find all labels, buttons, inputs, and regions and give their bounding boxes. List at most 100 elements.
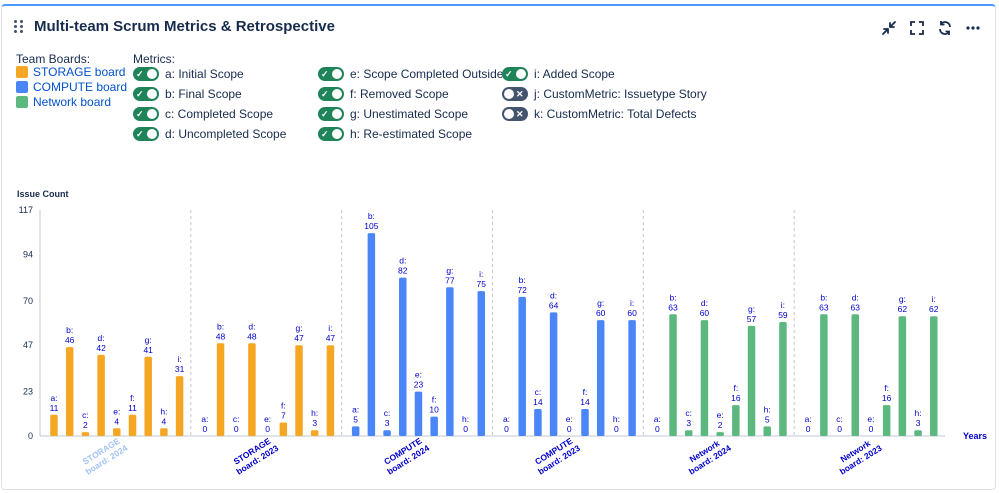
toggle-on-icon[interactable]: ✓ (318, 107, 344, 121)
bar-metric-key: c: (82, 410, 89, 420)
bar (851, 314, 860, 436)
bar (477, 291, 486, 436)
bar-metric-key: c: (685, 408, 692, 418)
metric-toggle-h[interactable]: ✓ h: Re-estimated Scope (318, 127, 472, 141)
metric-toggle-f[interactable]: ✓ f: Removed Scope (318, 87, 449, 101)
bar-metric-key: e: (264, 414, 271, 424)
bar-value-label: 47 (326, 333, 336, 343)
bar-metric-key: i: (177, 354, 181, 364)
bar (367, 233, 376, 436)
bar-metric-key: i: (479, 269, 483, 279)
bar-value-label: 48 (216, 331, 226, 341)
bar-metric-key: d: (701, 298, 708, 308)
bar-metric-key: h: (764, 404, 771, 414)
bar (216, 343, 225, 436)
metric-label: b: Final Scope (165, 87, 242, 101)
bar-metric-key: g: (295, 323, 302, 333)
x-group-label: STORAGEboard: 2024 (78, 434, 129, 476)
more-icon[interactable] (965, 20, 981, 36)
bar-metric-key: i: (630, 298, 634, 308)
bar-value-label: 42 (96, 343, 106, 353)
metric-toggle-g[interactable]: ✓ g: Unestimated Scope (318, 107, 468, 121)
board-legend-storage[interactable]: STORAGE board (16, 65, 125, 79)
bar (399, 277, 407, 436)
board-legend-network[interactable]: Network board (16, 95, 111, 109)
bar-metric-key: g: (145, 335, 152, 345)
fullscreen-icon[interactable] (909, 20, 925, 36)
metric-toggle-a[interactable]: ✓ a: Initial Scope (133, 67, 244, 81)
bar (295, 345, 303, 436)
bar-value-label: 16 (882, 393, 892, 403)
y-tick-label: 47 (23, 340, 33, 350)
toggle-on-icon[interactable]: ✓ (318, 87, 344, 101)
bar (534, 408, 542, 436)
bar-value-label: 63 (668, 302, 678, 312)
toggle-on-icon[interactable]: ✓ (133, 67, 159, 81)
storage-swatch (16, 66, 28, 78)
bar-value-label: 62 (929, 304, 939, 314)
bar-value-label: 0 (869, 424, 874, 434)
metric-label: j: CustomMetric: Issuetype Story (534, 87, 707, 101)
bar-metric-key: d: (248, 321, 255, 331)
board-legend-label: STORAGE board (33, 65, 126, 79)
bar-metric-key: f: (281, 400, 286, 410)
x-group-label: Networkboard: 2024 (682, 434, 733, 476)
bar (128, 414, 137, 436)
panel-toolbar (881, 20, 981, 36)
metric-toggle-e[interactable]: ✓ e: Scope Completed Outside (318, 67, 503, 81)
bar (669, 314, 677, 436)
y-axis-title: Issue Count (17, 189, 69, 199)
bar-value-label: 82 (398, 266, 408, 276)
toggle-on-icon[interactable]: ✓ (318, 127, 344, 141)
bar (144, 356, 152, 436)
drag-handle-icon[interactable] (14, 20, 26, 34)
bar-metric-key: a: (503, 414, 510, 424)
toggle-off-icon[interactable]: ✕ (502, 107, 528, 121)
bar (279, 422, 288, 436)
bar-metric-key: f: (130, 393, 135, 403)
bar-metric-key: e: (717, 410, 724, 420)
board-legend-compute[interactable]: COMPUTE board (16, 80, 127, 94)
toggle-on-icon[interactable]: ✓ (133, 107, 159, 121)
metric-label: i: Added Scope (534, 67, 615, 81)
bar-value-label: 0 (463, 424, 468, 434)
bar-value-label: 47 (294, 333, 304, 343)
x-group-label: STORAGEboard: 2023 (229, 434, 280, 476)
collapse-icon[interactable] (881, 20, 897, 36)
bar-metric-key: a: (201, 414, 208, 424)
metric-toggle-j[interactable]: ✕ j: CustomMetric: Issuetype Story (502, 87, 707, 101)
panel-title: Multi-team Scrum Metrics & Retrospective (34, 18, 335, 35)
bar-value-label: 4 (114, 416, 119, 426)
metric-toggle-k[interactable]: ✕ k: CustomMetric: Total Defects (502, 107, 697, 121)
toggle-on-icon[interactable]: ✓ (318, 67, 344, 81)
bar-value-label: 0 (655, 424, 660, 434)
bar-value-label: 72 (517, 285, 527, 295)
board-legend-label: COMPUTE board (33, 80, 128, 94)
toggle-on-icon[interactable]: ✓ (133, 127, 159, 141)
y-tick-label: 0 (28, 431, 33, 441)
bar-metric-key: a: (50, 393, 57, 403)
bar-value-label: 14 (580, 397, 590, 407)
bar-metric-key: c: (384, 408, 391, 418)
bar (518, 296, 526, 436)
metric-toggle-b[interactable]: ✓ b: Final Scope (133, 87, 242, 101)
bar-metric-key: b: (368, 211, 375, 221)
bar (310, 430, 319, 436)
bar-metric-key: c: (535, 387, 542, 397)
bar-value-label: 75 (477, 279, 487, 289)
bar (700, 320, 709, 436)
toggle-off-icon[interactable]: ✕ (502, 87, 528, 101)
toggle-on-icon[interactable]: ✓ (133, 87, 159, 101)
metric-toggle-c[interactable]: ✓ c: Completed Scope (133, 107, 273, 121)
metric-toggle-i[interactable]: ✓ i: Added Scope (502, 67, 615, 81)
refresh-icon[interactable] (937, 20, 953, 36)
bar (596, 320, 605, 436)
bar-metric-key: g: (446, 265, 453, 275)
bar-value-label: 31 (175, 364, 185, 374)
bar-value-label: 7 (281, 410, 286, 420)
bar-value-label: 3 (385, 418, 390, 428)
panel-frame (1, 4, 996, 490)
toggle-on-icon[interactable]: ✓ (502, 67, 528, 81)
metric-toggle-d[interactable]: ✓ d: Uncompleted Scope (133, 127, 286, 141)
bar-value-label: 60 (700, 308, 710, 318)
